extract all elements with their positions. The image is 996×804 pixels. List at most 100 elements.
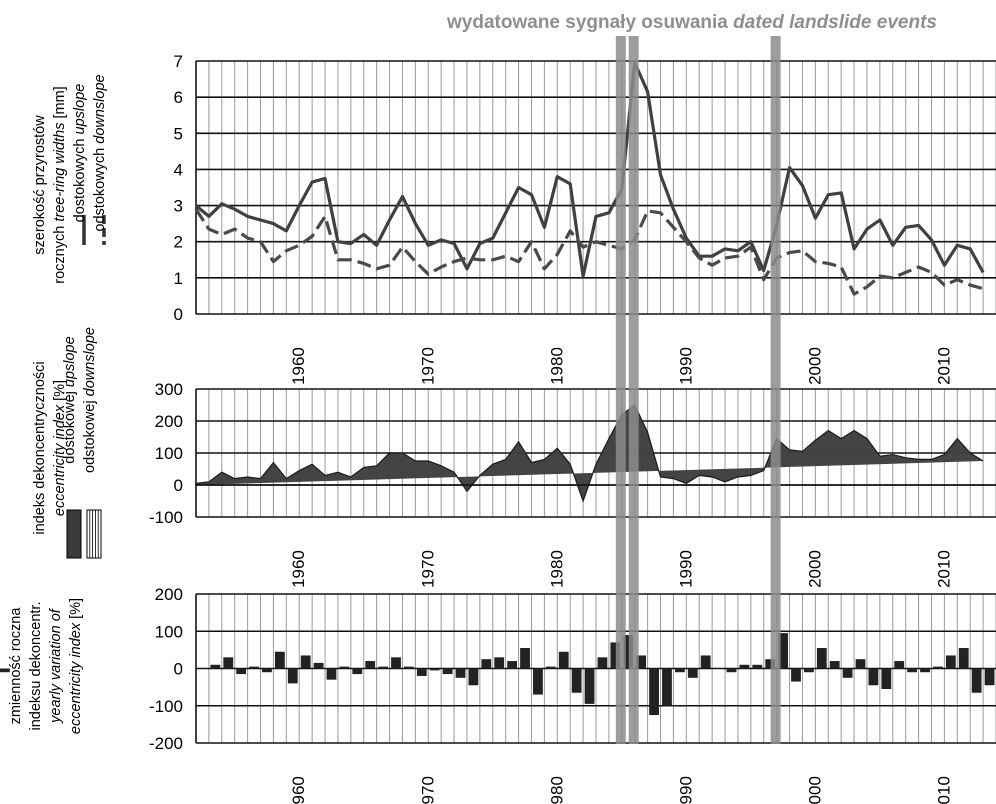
bar xyxy=(494,657,505,669)
bar xyxy=(429,668,440,671)
legend-label: dostokowych upslope xyxy=(72,84,88,223)
bar xyxy=(907,668,918,673)
bar xyxy=(662,668,672,706)
bar xyxy=(313,662,324,669)
bar xyxy=(455,668,466,678)
axis-label-unit: [mm] xyxy=(52,86,68,122)
y-tick-label: 4 xyxy=(174,160,183,179)
bar xyxy=(739,664,750,669)
bar xyxy=(481,659,492,669)
yearly-variation-panel: -200 -100 0 100 200 1960 1970 1980 1990 2000 2010 xyxy=(0,585,996,804)
y-tick-label: 200 xyxy=(155,585,183,604)
bar xyxy=(804,668,814,673)
x-tick-label: 1980 xyxy=(547,347,566,385)
series-line-downslope xyxy=(194,208,984,296)
x-tick-label: 1970 xyxy=(418,550,437,588)
chart-title: wydatowane sygnały osuwania dated landsl… xyxy=(446,12,937,33)
landslide-event-band xyxy=(770,36,781,744)
axis-label-line: zmienność roczna xyxy=(8,607,24,725)
bar xyxy=(610,642,621,669)
bar xyxy=(507,661,518,669)
bar xyxy=(816,648,827,669)
bar xyxy=(391,657,401,669)
legend-label-polish: odstokowej xyxy=(82,396,98,473)
bar xyxy=(855,659,866,669)
axis-label-unit: [%] xyxy=(52,380,68,405)
bar xyxy=(404,666,414,669)
bar xyxy=(933,666,943,669)
y-tick-label: 0 xyxy=(174,476,183,495)
y-tick-label: -100 xyxy=(149,697,183,716)
bar xyxy=(249,666,259,669)
axis-label-line: eccentricity index [%] xyxy=(52,380,68,516)
bar xyxy=(210,664,221,669)
bar xyxy=(687,668,698,678)
landslide-event-band xyxy=(628,36,639,744)
x-tick-label: 1990 xyxy=(676,347,695,385)
bar xyxy=(726,668,737,673)
y-tick-label: 2 xyxy=(174,233,183,252)
x-tick-label: 1970 xyxy=(418,347,437,385)
axis-label-line: szerokość przyrostów xyxy=(32,115,48,255)
legend-label-english: upslope xyxy=(72,84,88,135)
eccentricity-index-panel: -100 0 100 200 300 1960 1970 1980 1990 2000 2010 xyxy=(0,380,996,588)
bar xyxy=(971,668,982,693)
landslide-event-band xyxy=(615,36,626,744)
axis-label-polish: rocznych xyxy=(52,222,68,284)
side-labels: szerokość przyrostów rocznych tree-ring w… xyxy=(8,74,108,734)
legend-label-polish: dostokowej xyxy=(62,387,78,464)
bar xyxy=(829,661,840,669)
x-tick-label: 1970 xyxy=(418,776,437,804)
bar xyxy=(520,648,530,669)
x-tick-label: 2000 xyxy=(805,550,824,588)
bar xyxy=(339,666,350,669)
x-tick-label: 2010 xyxy=(934,776,953,804)
bar xyxy=(0,668,10,673)
legend-label-english: upslope xyxy=(62,336,78,387)
bar xyxy=(571,668,582,693)
chart-title-english: dated landslide events xyxy=(733,12,937,33)
bar xyxy=(442,668,453,675)
y-tick-label: 0 xyxy=(174,305,183,324)
y-tick-label: 200 xyxy=(155,412,183,431)
bar xyxy=(533,668,543,695)
x-tick-label: 2000 xyxy=(805,347,824,385)
bar xyxy=(713,668,724,669)
bar xyxy=(236,668,247,675)
y-tick-label: 300 xyxy=(155,380,183,399)
axis-label-line: indeksu dekoncentr. xyxy=(28,602,44,731)
bar xyxy=(791,668,801,682)
bar xyxy=(223,657,234,669)
axis-label-polish: szerokość przyrostów xyxy=(32,115,48,255)
axis-label-english: yearly variation of xyxy=(48,607,64,724)
y-tick-label: 100 xyxy=(155,444,183,463)
x-tick-label: 1980 xyxy=(547,776,566,804)
legend-label-english: downslope xyxy=(82,327,98,396)
bar xyxy=(765,659,776,669)
bar xyxy=(920,668,930,673)
axis-label-unit: [%] xyxy=(68,598,84,623)
bar xyxy=(468,668,479,686)
bar xyxy=(262,668,272,673)
legend-swatch-striped xyxy=(86,509,102,559)
bar xyxy=(842,668,853,678)
x-tick-label: 2010 xyxy=(934,550,953,588)
bar xyxy=(984,668,995,686)
tree-ring-widths-panel: 0 1 2 3 4 5 6 7 1960 1970 1980 1990 2000 2010 xyxy=(0,52,996,385)
bar xyxy=(584,668,595,704)
bar xyxy=(597,657,608,669)
bar xyxy=(778,633,788,669)
bar xyxy=(378,666,388,669)
legend-label-english: downslope xyxy=(92,74,108,143)
series-line-upslope xyxy=(194,61,985,278)
bar xyxy=(365,661,376,669)
axis-label-english: eccentricity index xyxy=(68,622,84,734)
legend-label-polish: odstokowych xyxy=(92,144,108,232)
bar xyxy=(416,668,427,676)
axis-label-line: yearly variation of xyxy=(48,607,64,724)
axis-label-line: eccentricity index [%] xyxy=(68,598,84,734)
x-tick-label: 2000 xyxy=(805,776,824,804)
x-tick-label: 1960 xyxy=(289,550,308,588)
axis-label-english: tree-ring widths xyxy=(52,123,68,222)
